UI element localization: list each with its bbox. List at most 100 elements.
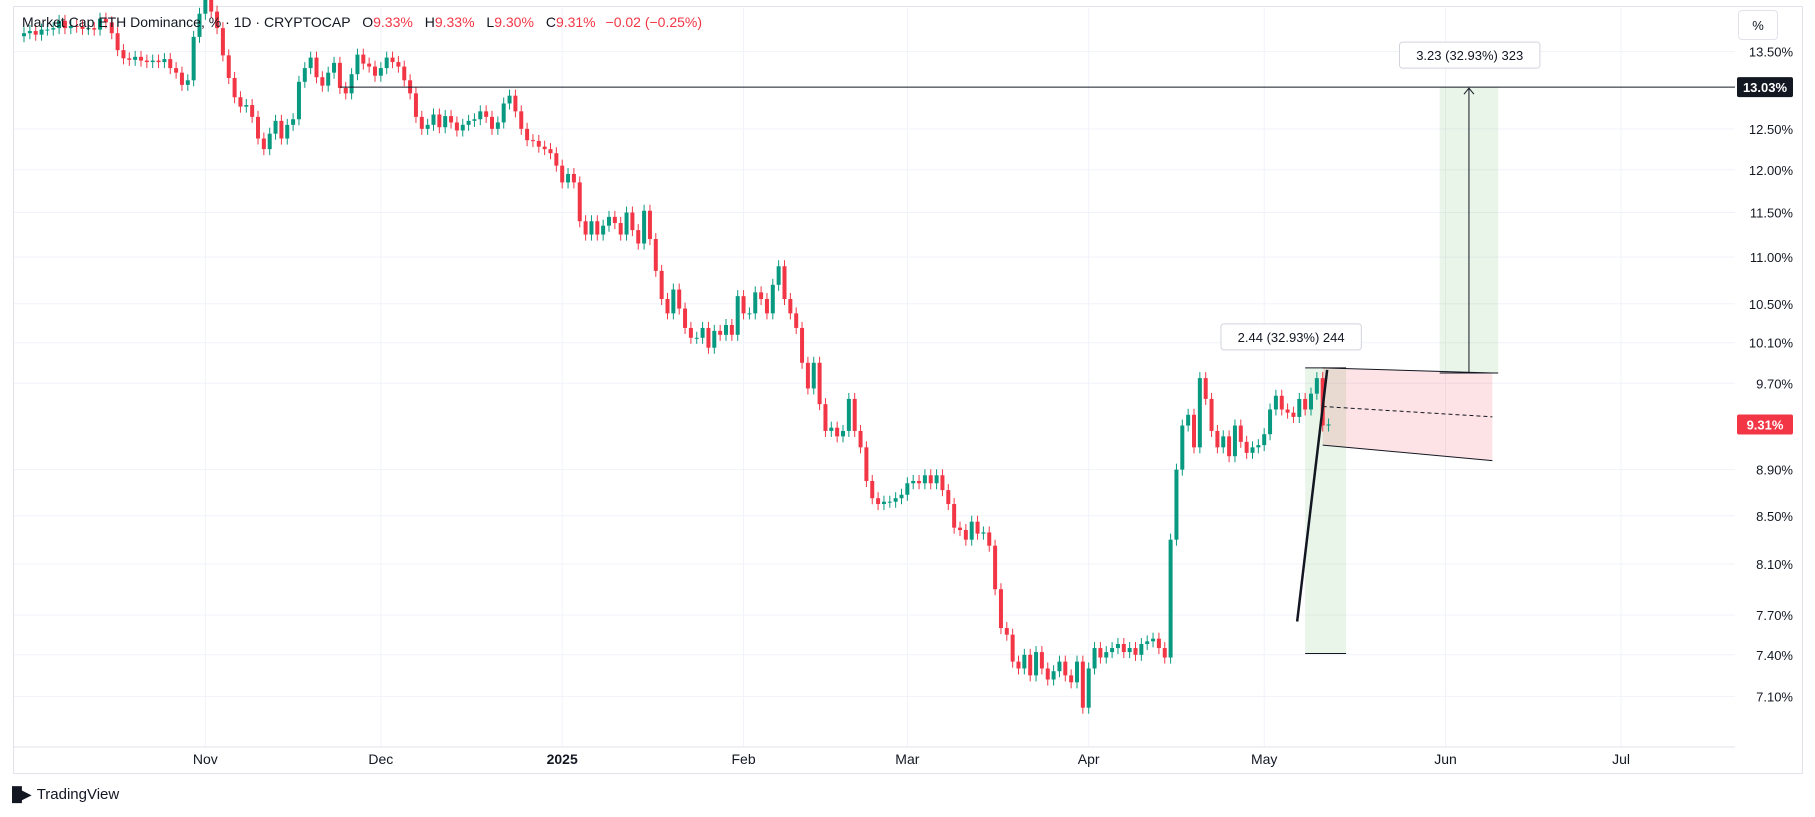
candle-body [934, 475, 939, 484]
candle [770, 278, 775, 320]
candle-body [1291, 412, 1296, 417]
candle [1285, 403, 1290, 419]
candle [1022, 648, 1027, 675]
candle-body [1045, 668, 1050, 680]
candle [168, 53, 173, 75]
candle-body [425, 124, 430, 129]
candle [215, 5, 220, 35]
candle-body [653, 239, 658, 271]
candle [1045, 662, 1050, 686]
candle-body [51, 28, 56, 30]
candle [577, 176, 582, 228]
target-measure-label-text: 3.23 (32.93%) 323 [1416, 48, 1523, 63]
candle [1250, 441, 1255, 459]
candle-body [1075, 661, 1079, 683]
candle [922, 469, 927, 490]
candle-body [1186, 414, 1191, 426]
candle [934, 469, 939, 490]
y-tick-label: 12.00% [1749, 163, 1794, 178]
candle [179, 66, 184, 91]
footer-brand[interactable]: █▶ TradingView [12, 786, 119, 803]
candle [250, 99, 255, 123]
candle [823, 398, 828, 437]
price-axis[interactable]: 13.50% 12.50% 12.00% 11.50% 11.00% 10.50% 10.1… [1737, 45, 1793, 705]
candle [361, 48, 366, 70]
candle [244, 99, 249, 113]
candle-body [893, 498, 898, 502]
candle-body [150, 60, 155, 63]
close-value: 9.31% [555, 14, 596, 30]
candle-body [308, 57, 313, 69]
candle-body [981, 532, 986, 534]
candle-body [466, 120, 471, 125]
candle [1004, 622, 1009, 641]
candles [22, 0, 1331, 714]
last-price-badge: 9.31% [1737, 414, 1793, 435]
candle-body [238, 97, 243, 107]
candle-body [1192, 414, 1196, 448]
candle [519, 105, 524, 135]
candle-body [115, 33, 120, 51]
candle-body [688, 327, 693, 338]
time-axis[interactable]: Nov Dec 2025 Feb Mar Apr May Jun Jul [193, 751, 1630, 767]
candle [963, 524, 968, 546]
candle [776, 260, 781, 291]
candle [285, 118, 290, 145]
percent-scale-button[interactable]: % [1738, 10, 1778, 40]
candle [1256, 439, 1261, 454]
candle [958, 521, 962, 537]
candle [507, 89, 512, 110]
candle-body [1326, 424, 1331, 426]
candle [443, 110, 448, 134]
chart-frame[interactable] [13, 6, 1803, 774]
candle-body [191, 36, 196, 81]
candle-body [975, 521, 980, 534]
candle [665, 292, 670, 320]
candle-body [27, 31, 32, 34]
y-tick-label: 8.90% [1756, 463, 1793, 478]
candle-body [203, 0, 208, 14]
candle-body [1250, 447, 1255, 453]
candle [554, 147, 559, 172]
candle [1186, 408, 1191, 432]
candle-body [332, 62, 337, 73]
candle [846, 392, 851, 437]
candle-body [437, 114, 442, 128]
candle [753, 286, 758, 320]
candle [191, 30, 196, 87]
candle [1075, 655, 1079, 689]
candle [899, 488, 904, 505]
candle [454, 116, 459, 137]
candle-body [683, 308, 688, 328]
candle-body [858, 430, 863, 448]
candle [1016, 655, 1021, 675]
candle-body [168, 59, 173, 69]
brand-name: TradingView [36, 786, 120, 803]
candle-body [279, 120, 284, 139]
candle-body [103, 18, 108, 23]
candle [466, 114, 471, 131]
candle-body [1127, 648, 1132, 653]
candle-body [595, 221, 600, 235]
candle-body [554, 153, 559, 166]
candle-body [1268, 409, 1273, 435]
symbol-title[interactable]: Market Cap ETH Dominance, % · 1D · CRYPT… [22, 14, 351, 30]
candle [402, 60, 407, 87]
candle-body [677, 289, 682, 309]
annotations-front[interactable]: 2.44 (32.93%) 244 3.23 (32.93%) 323 [339, 41, 1735, 654]
candle [1092, 642, 1097, 675]
candle [706, 321, 711, 354]
candle [367, 57, 372, 73]
candle [1309, 387, 1313, 416]
x-tick-label: 2025 [547, 751, 578, 767]
candle-body [144, 60, 149, 63]
candle-body [314, 57, 319, 78]
change-value: −0.02 (−0.25%) [605, 14, 703, 30]
candle [413, 87, 418, 123]
candle [647, 204, 652, 246]
y-tick-label: 7.10% [1756, 689, 1793, 704]
candle [296, 75, 301, 126]
candle-body [384, 57, 389, 69]
candle-body [478, 111, 483, 120]
